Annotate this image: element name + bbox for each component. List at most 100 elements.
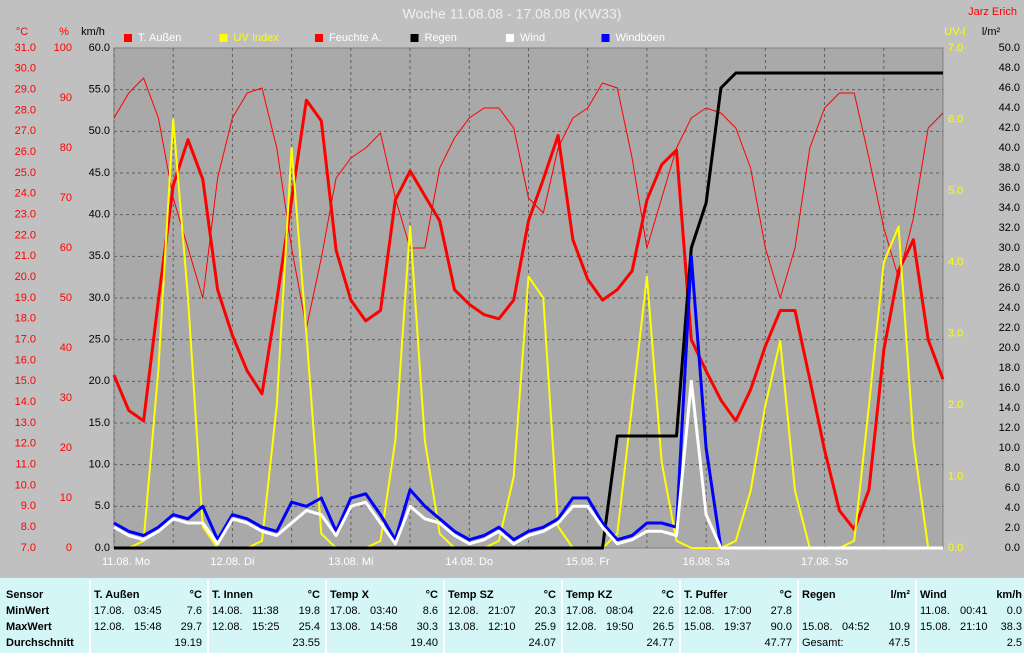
y-tick-label: 0.0 — [1005, 542, 1020, 554]
cell-time: 03:40 — [370, 605, 398, 617]
y-tick-label: 31.0 — [15, 42, 36, 54]
y-tick-label: 23.0 — [15, 209, 36, 221]
y-tick-label: 6.0 — [1005, 482, 1020, 494]
y-tick-label: 20 — [60, 442, 72, 454]
legend-swatch — [315, 34, 323, 42]
y-tick-label: 26.0 — [999, 282, 1020, 294]
row-label: Durchschnitt — [6, 637, 74, 649]
y-tick-label: 13.0 — [15, 417, 36, 429]
y-tick-label: 8.0 — [1005, 462, 1020, 474]
cell-value: 26.5 — [653, 621, 674, 633]
cell-date: 15.08. — [684, 621, 715, 633]
y-tick-label: 35.0 — [89, 250, 110, 262]
cell-time: 19:50 — [606, 621, 634, 633]
y-tick-label: 18.0 — [15, 313, 36, 325]
y-tick-label: 21.0 — [15, 250, 36, 262]
y-tick-label: 7.0 — [948, 42, 963, 54]
column-name: Wind — [920, 589, 947, 601]
cell-date: 12.08. — [684, 605, 715, 617]
cell-value: 25.9 — [535, 621, 556, 633]
y-tick-label: 27.0 — [15, 125, 36, 137]
cell-date: 14.08. — [212, 605, 243, 617]
y-tick-label: 0 — [66, 542, 72, 554]
cell-time: 15:25 — [252, 621, 280, 633]
column-unit: °C — [662, 589, 674, 601]
y-tick-label: 16.0 — [15, 354, 36, 366]
cell-time: 08:04 — [606, 605, 634, 617]
cell-time: 15:48 — [134, 621, 162, 633]
cell-time: 00:41 — [960, 605, 988, 617]
column-name: Regen — [802, 589, 836, 601]
y-tick-label: 80 — [60, 142, 72, 154]
legend-label: Windböen — [616, 32, 666, 44]
series-line — [113, 77, 944, 329]
axis-unit: °C — [16, 26, 28, 38]
cell-date: 12.08. — [448, 605, 479, 617]
axis-unit: km/h — [81, 26, 105, 38]
y-tick-label: 100 — [54, 42, 72, 54]
cell-date: 12.08. — [94, 621, 125, 633]
legend-label: T. Außen — [138, 32, 181, 44]
cell-time: 19:37 — [724, 621, 752, 633]
cell-value: 19.40 — [410, 637, 438, 649]
axis-unit: l/m² — [982, 26, 1001, 38]
y-tick-label: 14.0 — [999, 402, 1020, 414]
y-tick-label: 60 — [60, 242, 72, 254]
cell-value: 19.8 — [299, 605, 320, 617]
y-tick-label: 48.0 — [999, 62, 1020, 74]
y-tick-label: 10.0 — [999, 442, 1020, 454]
y-tick-label: 42.0 — [999, 122, 1020, 134]
cell-value: 8.6 — [423, 605, 438, 617]
y-tick-label: 10.0 — [15, 479, 36, 491]
y-tick-label: 46.0 — [999, 82, 1020, 94]
y-tick-label: 15.0 — [15, 375, 36, 387]
y-tick-label: 22.0 — [15, 229, 36, 241]
cell-time: 17:00 — [724, 605, 752, 617]
y-tick-label: 28.0 — [15, 104, 36, 116]
column-name: T. Innen — [212, 589, 253, 601]
y-tick-label: 6.0 — [948, 113, 963, 125]
legend-swatch — [219, 34, 228, 42]
y-tick-label: 34.0 — [999, 202, 1020, 214]
y-tick-label: 60.0 — [89, 42, 110, 54]
y-tick-label: 28.0 — [999, 262, 1020, 274]
row-label: Sensor — [6, 589, 44, 601]
column-unit: km/h — [996, 589, 1022, 601]
table-background — [0, 578, 1024, 653]
y-tick-label: 2.0 — [1005, 522, 1020, 534]
column-name: T. Außen — [94, 589, 140, 601]
cell-time: 14:58 — [370, 621, 398, 633]
y-tick-label: 12.0 — [15, 438, 36, 450]
y-tick-label: 50.0 — [999, 42, 1020, 54]
cell-time: 12:10 — [488, 621, 516, 633]
y-tick-label: 20.0 — [89, 375, 110, 387]
legend-swatch — [124, 34, 132, 42]
cell-value: 10.9 — [889, 621, 910, 633]
y-tick-label: 90 — [60, 92, 72, 104]
y-tick-label: 9.0 — [21, 500, 36, 512]
cell-value: 22.6 — [653, 605, 674, 617]
y-tick-label: 70 — [60, 192, 72, 204]
axis-unit: UV-I — [944, 26, 965, 38]
y-tick-label: 2.0 — [948, 399, 963, 411]
cell-value: 23.55 — [292, 637, 320, 649]
y-tick-label: 17.0 — [15, 334, 36, 346]
legend-label: UV Index — [234, 32, 280, 44]
y-tick-label: 32.0 — [999, 222, 1020, 234]
cell-value: 47.77 — [764, 637, 792, 649]
legend-label: Feuchte A. — [329, 32, 382, 44]
cell-date: 13.08. — [330, 621, 361, 633]
y-tick-label: 25.0 — [89, 334, 110, 346]
x-tick-label: 11.08. Mo — [102, 556, 150, 568]
chart-title: Woche 11.08.08 - 17.08.08 (KW33) — [403, 6, 622, 22]
cell-value: 24.07 — [528, 637, 556, 649]
y-tick-label: 0.0 — [948, 542, 963, 554]
cell-date: 15.08. — [920, 621, 951, 633]
y-tick-label: 45.0 — [89, 167, 110, 179]
y-tick-label: 1.0 — [948, 470, 963, 482]
y-tick-label: 8.0 — [21, 521, 36, 533]
column-name: T. Puffer — [684, 589, 728, 601]
cell-date: 13.08. — [448, 621, 479, 633]
column-unit: l/m² — [890, 589, 910, 601]
